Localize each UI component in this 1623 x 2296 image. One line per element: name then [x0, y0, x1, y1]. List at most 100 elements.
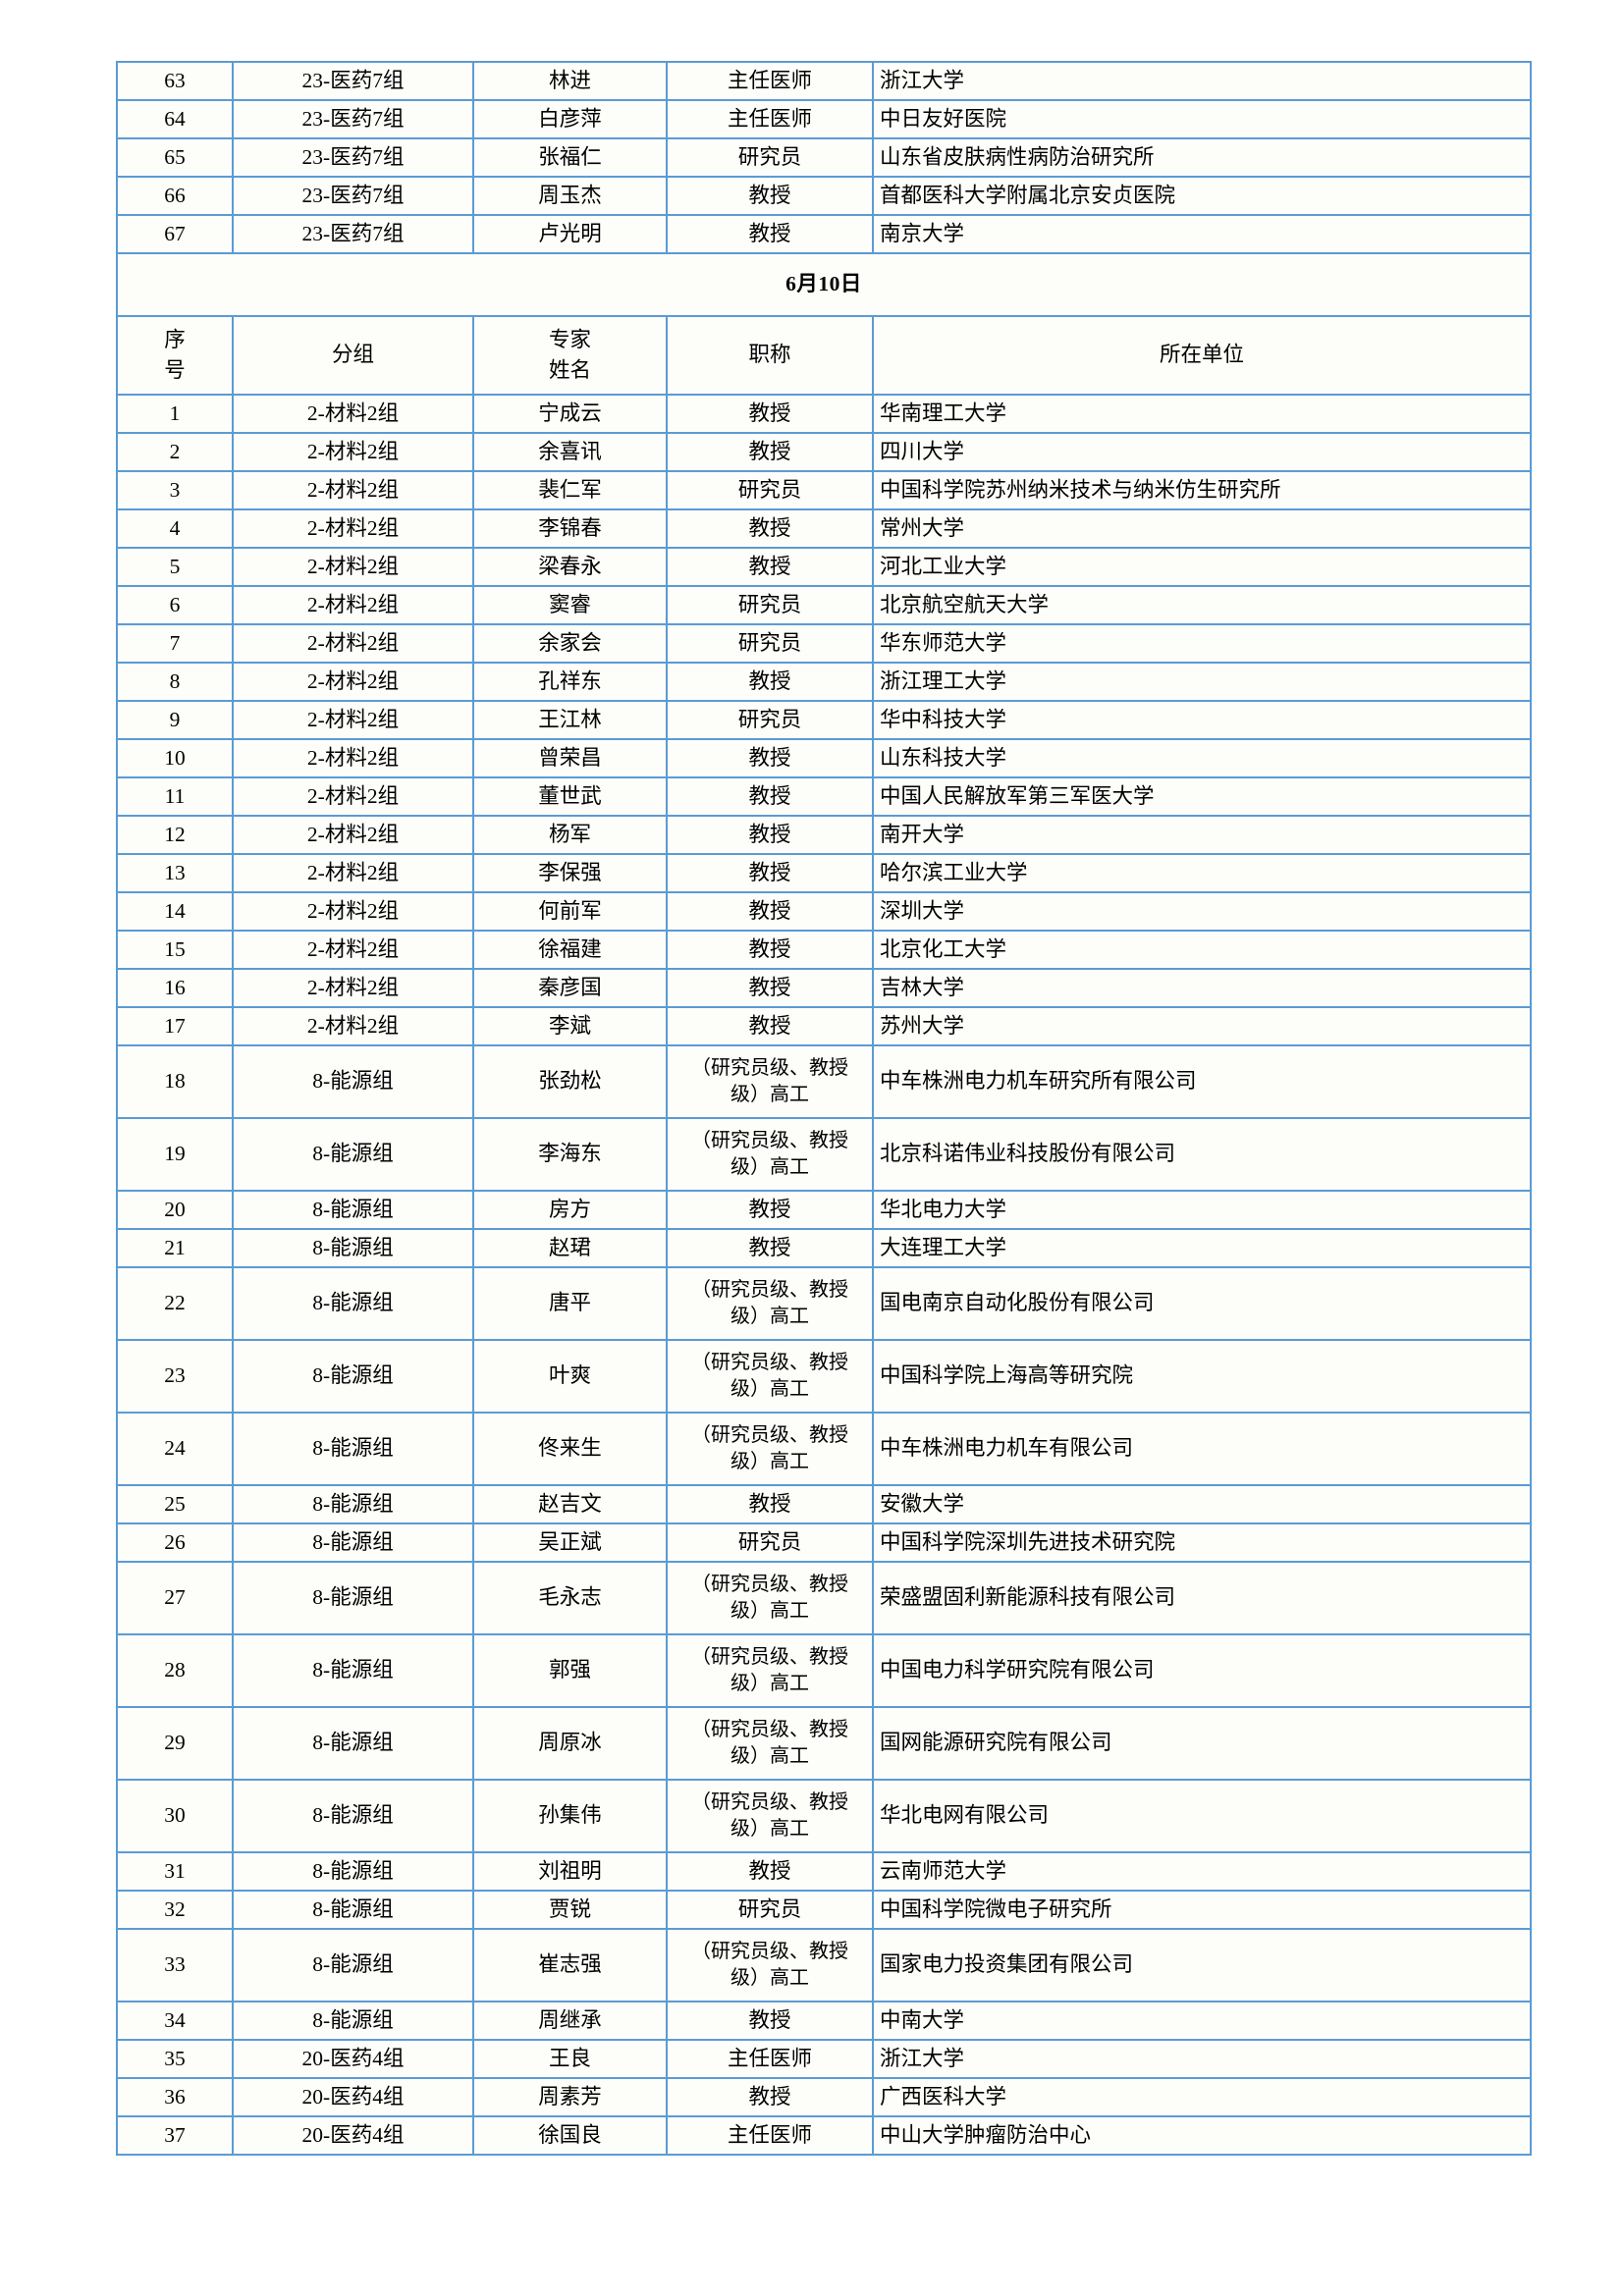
job-title-line-2: 级）高工	[730, 1451, 809, 1472]
cell-group: 2-材料2组	[232, 853, 474, 893]
cell-group: 8-能源组	[232, 1339, 474, 1414]
cell-sequence: 9	[116, 700, 234, 740]
cell-job-title: （研究员级、教授 级）高工	[666, 1266, 874, 1341]
cell-organization: 华东师范大学	[872, 623, 1532, 664]
cell-sequence: 64	[116, 99, 234, 139]
cell-group: 2-材料2组	[232, 623, 474, 664]
cell-sequence: 11	[116, 776, 234, 817]
cell-job-title: 研究员	[666, 1890, 874, 1930]
cell-job-title: 教授	[666, 968, 874, 1008]
table-row: 16 2-材料2组 秦彦国 教授 吉林大学	[116, 968, 1532, 1008]
cell-job-title: （研究员级、教授 级）高工	[666, 1339, 874, 1414]
cell-sequence: 18	[116, 1044, 234, 1119]
cell-sequence: 7	[116, 623, 234, 664]
cell-job-title: 教授	[666, 1484, 874, 1524]
cell-expert-name: 李斌	[472, 1006, 668, 1046]
cell-organization: 国电南京自动化股份有限公司	[872, 1266, 1532, 1341]
cell-job-title: 主任医师	[666, 2115, 874, 2156]
table-row: 36 20-医药4组 周素芳 教授 广西医科大学	[116, 2077, 1532, 2117]
cell-job-title: 教授	[666, 394, 874, 434]
cell-sequence: 22	[116, 1266, 234, 1341]
cell-group: 23-医药7组	[232, 176, 474, 216]
cell-sequence: 14	[116, 891, 234, 932]
cell-organization: 安徽大学	[872, 1484, 1532, 1524]
table-row: 15 2-材料2组 徐福建 教授 北京化工大学	[116, 930, 1532, 970]
cell-sequence: 12	[116, 815, 234, 855]
table-row: 30 8-能源组 孙集伟 （研究员级、教授 级）高工 华北电网有限公司	[116, 1779, 1532, 1853]
cell-organization: 深圳大学	[872, 891, 1532, 932]
cell-organization: 北京科诺伟业科技股份有限公司	[872, 1117, 1532, 1192]
cell-sequence: 5	[116, 547, 234, 587]
cell-job-title: （研究员级、教授 级）高工	[666, 1779, 874, 1853]
cell-expert-name: 叶爽	[472, 1339, 668, 1414]
job-title-line-1: （研究员级、教授	[691, 1279, 848, 1301]
cell-job-title: 主任医师	[666, 99, 874, 139]
cell-expert-name: 何前军	[472, 891, 668, 932]
table-row: 11 2-材料2组 董世武 教授 中国人民解放军第三军医大学	[116, 776, 1532, 817]
cell-organization: 华中科技大学	[872, 700, 1532, 740]
cell-expert-name: 徐国良	[472, 2115, 668, 2156]
header-job-title: 职称	[666, 315, 874, 396]
cell-sequence: 26	[116, 1522, 234, 1563]
table-row: 2 2-材料2组 余喜讯 教授 四川大学	[116, 432, 1532, 472]
cell-sequence: 15	[116, 930, 234, 970]
cell-expert-name: 卢光明	[472, 214, 668, 254]
cell-sequence: 25	[116, 1484, 234, 1524]
job-title-line-1: （研究员级、教授	[691, 1646, 848, 1668]
cell-organization: 中车株洲电力机车研究所有限公司	[872, 1044, 1532, 1119]
table-row: 18 8-能源组 张劲松 （研究员级、教授 级）高工 中车株洲电力机车研究所有限公司	[116, 1044, 1532, 1119]
cell-organization: 中南大学	[872, 2001, 1532, 2041]
cell-sequence: 35	[116, 2039, 234, 2079]
cell-expert-name: 秦彦国	[472, 968, 668, 1008]
cell-expert-name: 张劲松	[472, 1044, 668, 1119]
job-title-line-2: 级）高工	[730, 1306, 809, 1327]
cell-job-title: （研究员级、教授 级）高工	[666, 1561, 874, 1635]
header-group: 分组	[232, 315, 474, 396]
table-row: 31 8-能源组 刘祖明 教授 云南师范大学	[116, 1851, 1532, 1892]
cell-sequence: 28	[116, 1633, 234, 1708]
cell-job-title: （研究员级、教授 级）高工	[666, 1633, 874, 1708]
cell-organization: 哈尔滨工业大学	[872, 853, 1532, 893]
cell-job-title: 主任医师	[666, 2039, 874, 2079]
cell-group: 8-能源组	[232, 1484, 474, 1524]
cell-expert-name: 窦睿	[472, 585, 668, 625]
cell-job-title: 教授	[666, 432, 874, 472]
cell-organization: 荣盛盟固利新能源科技有限公司	[872, 1561, 1532, 1635]
cell-sequence: 20	[116, 1190, 234, 1230]
cell-group: 20-医药4组	[232, 2077, 474, 2117]
table-row: 34 8-能源组 周继承 教授 中南大学	[116, 2001, 1532, 2041]
table-row: 21 8-能源组 赵珺 教授 大连理工大学	[116, 1228, 1532, 1268]
cell-sequence: 13	[116, 853, 234, 893]
cell-organization: 南开大学	[872, 815, 1532, 855]
cell-organization: 浙江大学	[872, 2039, 1532, 2079]
job-title-line-1: （研究员级、教授	[691, 1057, 848, 1079]
date-banner: 6月10日	[116, 252, 1532, 317]
cell-expert-name: 崔志强	[472, 1928, 668, 2002]
cell-job-title: （研究员级、教授 级）高工	[666, 1044, 874, 1119]
cell-organization: 常州大学	[872, 508, 1532, 549]
table-row: 3 2-材料2组 裴仁军 研究员 中国科学院苏州纳米技术与纳米仿生研究所	[116, 470, 1532, 510]
cell-group: 2-材料2组	[232, 930, 474, 970]
table-row: 12 2-材料2组 杨军 教授 南开大学	[116, 815, 1532, 855]
cell-expert-name: 宁成云	[472, 394, 668, 434]
cell-sequence: 8	[116, 662, 234, 702]
cell-sequence: 17	[116, 1006, 234, 1046]
cell-expert-name: 林进	[472, 61, 668, 101]
job-title-line-2: 级）高工	[730, 1967, 809, 1989]
cell-organization: 中国电力科学研究院有限公司	[872, 1633, 1532, 1708]
cell-expert-name: 梁春永	[472, 547, 668, 587]
header-sequence: 序号	[116, 315, 234, 396]
job-title-line-1: （研究员级、教授	[691, 1791, 848, 1813]
cell-sequence: 3	[116, 470, 234, 510]
cell-organization: 中国科学院微电子研究所	[872, 1890, 1532, 1930]
table-row: 13 2-材料2组 李保强 教授 哈尔滨工业大学	[116, 853, 1532, 893]
table-row: 67 23-医药7组 卢光明 教授 南京大学	[116, 214, 1532, 254]
cell-job-title: 教授	[666, 815, 874, 855]
cell-group: 8-能源组	[232, 1117, 474, 1192]
cell-sequence: 31	[116, 1851, 234, 1892]
cell-sequence: 37	[116, 2115, 234, 2156]
cell-expert-name: 孔祥东	[472, 662, 668, 702]
cell-organization: 河北工业大学	[872, 547, 1532, 587]
table-row: 22 8-能源组 唐平 （研究员级、教授 级）高工 国电南京自动化股份有限公司	[116, 1266, 1532, 1341]
cell-expert-name: 余喜讯	[472, 432, 668, 472]
